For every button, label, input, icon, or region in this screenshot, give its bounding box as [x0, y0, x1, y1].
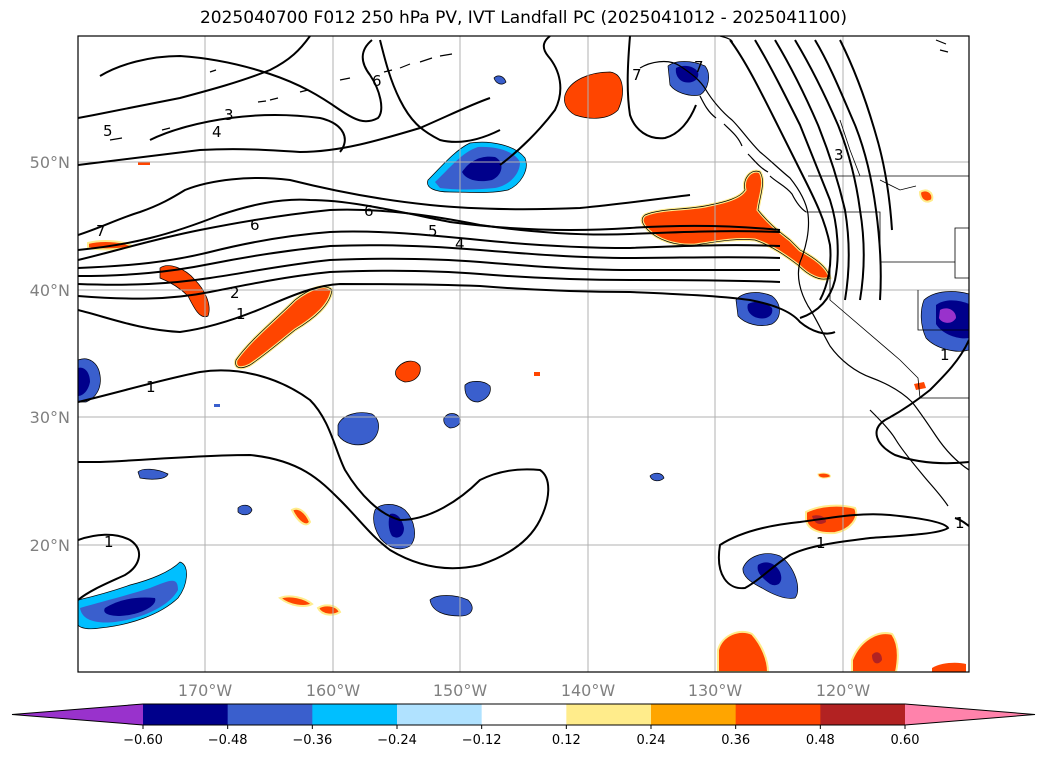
lon-label: 140°W: [561, 681, 616, 700]
colorbar-segment: [312, 704, 398, 725]
contour-label: 1: [940, 346, 950, 364]
contour-label: 6: [364, 202, 374, 220]
map-frame: [77, 35, 970, 673]
negative-anomalies: [78, 61, 969, 630]
contour-label: 2: [230, 284, 240, 302]
contour-label: 5: [103, 122, 113, 140]
contour-label: 5: [428, 222, 438, 240]
latitude-labels: 50°N 40°N 30°N 20°N: [30, 153, 70, 555]
contour-label: 4: [455, 235, 465, 253]
contour-label: 1: [146, 378, 156, 396]
lat-label: 50°N: [30, 153, 70, 172]
lat-label: 20°N: [30, 536, 70, 555]
contour-label: 1: [816, 534, 826, 552]
colorbar-segment: [143, 704, 229, 725]
contour-label: 3: [224, 106, 234, 124]
colorbar-segment: [735, 704, 821, 725]
colorbar-tick-label: 0.36: [721, 733, 750, 748]
colorbar-tick-label: −0.12: [462, 733, 502, 748]
contour-label: 7: [694, 58, 704, 76]
map-title: 2025040700 F012 250 hPa PV, IVT Landfall…: [199, 8, 847, 28]
colorbar: −0.60 −0.48 −0.36 −0.24 −0.12 0.12 0.24 0.36 0.4…: [11, 703, 1036, 748]
colorbar-segment: [651, 704, 737, 725]
colorbar-tick-label: 0.12: [552, 733, 581, 748]
contour-label: 1: [955, 514, 965, 532]
colorbar-tick-label: −0.36: [292, 733, 332, 748]
lat-label: 40°N: [30, 281, 70, 300]
colorbar-segment: [397, 704, 483, 725]
lon-label: 130°W: [688, 681, 743, 700]
colorbar-segment: [227, 704, 313, 725]
graticule: [78, 36, 969, 672]
lon-label: 120°W: [816, 681, 871, 700]
colorbar-segment: [481, 704, 567, 725]
lon-label: 160°W: [306, 681, 361, 700]
colorbar-tick-label: 0.48: [806, 733, 835, 748]
lat-label: 30°N: [30, 408, 70, 427]
colorbar-segment: [566, 704, 652, 725]
contour-label: 7: [96, 222, 106, 240]
contour-label: 7: [632, 66, 642, 84]
pv-contours: [78, 36, 969, 601]
colorbar-extend-high: [905, 704, 1035, 725]
colorbar-tick-label: −0.48: [208, 733, 248, 748]
colorbar-tick-label: −0.24: [377, 733, 417, 748]
lon-label: 170°W: [178, 681, 233, 700]
lon-label: 150°W: [433, 681, 488, 700]
contour-label: 6: [250, 216, 260, 234]
colorbar-tick-label: −0.60: [123, 733, 163, 748]
longitude-labels: 170°W 160°W 150°W 140°W 130°W 120°W: [178, 681, 871, 700]
colorbar-segment: [820, 704, 906, 725]
contour-label: 4: [212, 123, 222, 141]
colorbar-extend-low: [12, 704, 143, 725]
contour-labels: 6 3 4 5 7 6 6 5 4 2 1 1 1 1 1 7 1 3 7: [96, 58, 965, 552]
colorbar-tick-label: 0.24: [637, 733, 666, 748]
coastlines: [109, 36, 969, 507]
contour-label: 3: [834, 146, 844, 164]
contour-label: 1: [236, 305, 246, 323]
contour-label: 6: [372, 72, 382, 90]
colorbar-tick-label: 0.60: [891, 733, 920, 748]
contour-label: 1: [104, 533, 114, 551]
map-area: [78, 36, 969, 672]
